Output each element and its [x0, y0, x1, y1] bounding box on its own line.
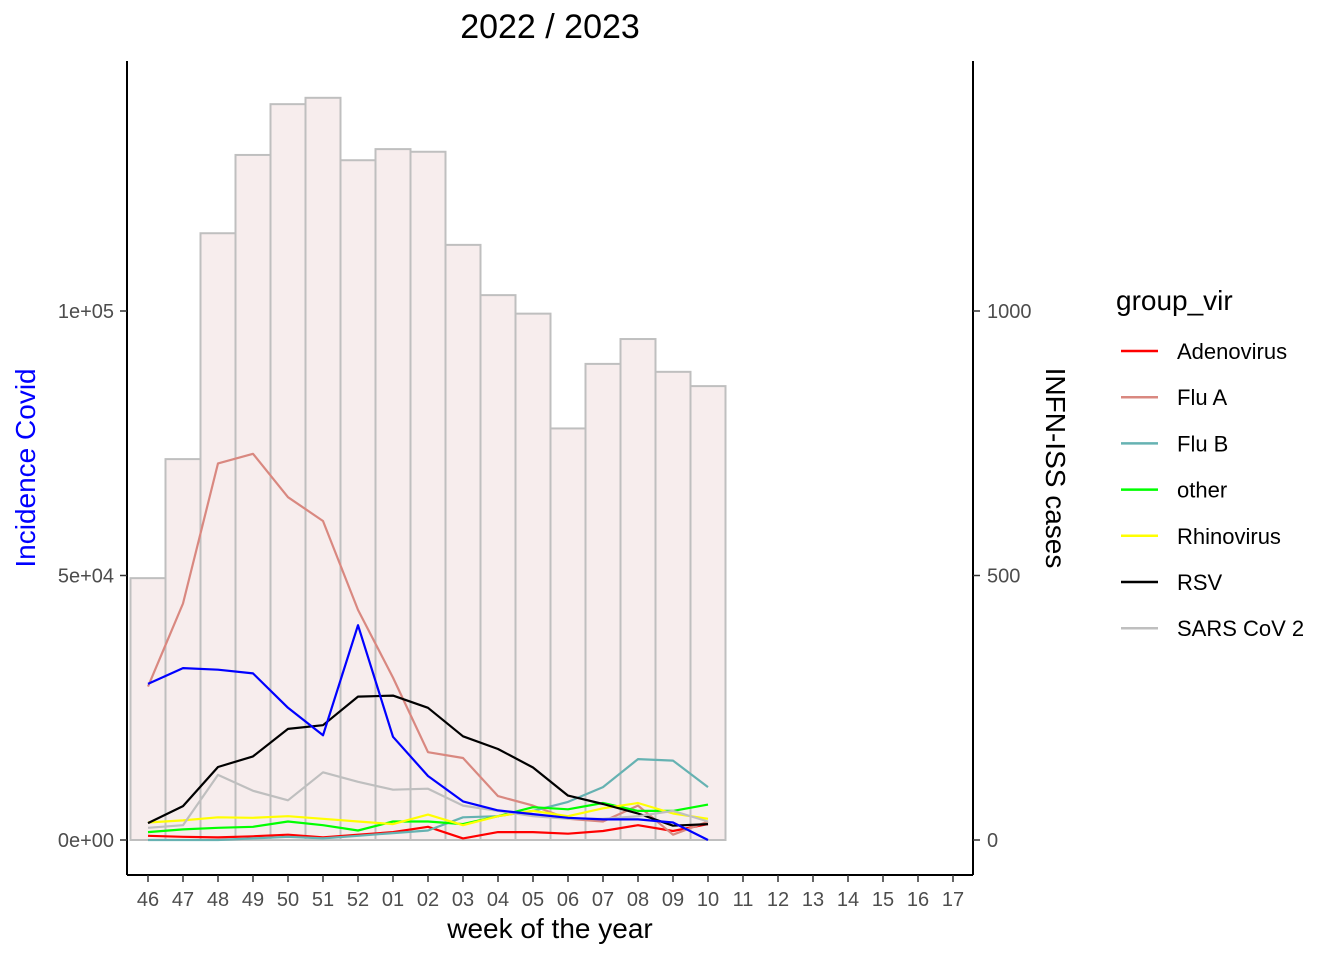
bar-week-02: [409, 150, 447, 841]
x-tick-label: 50: [277, 889, 299, 911]
series-line-flu-b: [148, 757, 709, 842]
legend-label-flu-a: Flu A: [1177, 385, 1227, 410]
right-y-tick-label: 500: [987, 566, 1020, 588]
left-y-tick-label: 1e+05: [58, 301, 114, 323]
x-tick-label: 07: [592, 889, 614, 911]
bar-week-48: [199, 232, 237, 841]
bar-week-49: [234, 153, 272, 841]
x-tick-label: 11: [733, 889, 754, 911]
x-tick-label: 04: [487, 889, 509, 911]
x-tick-label: 47: [172, 889, 194, 911]
bar-week-47: [164, 458, 202, 841]
legend-label-sars-cov-2: SARS CoV 2: [1177, 616, 1304, 641]
x-tick-label: 06: [557, 889, 579, 911]
x-tick-label: 17: [942, 889, 964, 911]
x-tick-label: 49: [242, 889, 264, 911]
x-tick-label: 51: [312, 889, 334, 911]
covid-incidence-line: [147, 624, 709, 841]
series-line-rsv: [147, 694, 709, 827]
x-tick-label: 52: [347, 889, 369, 911]
left-y-tick-label: 5e+04: [58, 566, 114, 588]
x-tick-label: 01: [382, 889, 404, 911]
legend-label-rhinovirus: Rhinovirus: [1177, 524, 1281, 549]
legend-label-rsv: RSV: [1177, 570, 1223, 595]
x-tick-label: 03: [452, 889, 474, 911]
axes-layer: [126, 61, 974, 876]
legend-label-flu-b: Flu B: [1177, 431, 1228, 456]
right-y-tick-label: 1000: [987, 301, 1032, 323]
chart-title: 2022 / 2023: [460, 8, 640, 46]
bar-week-08: [619, 338, 657, 841]
left-axis-title: Incidence Covid: [10, 368, 41, 567]
right-y-tick-label: 0: [987, 830, 998, 852]
x-tick-label: 05: [522, 889, 544, 911]
x-tick-label: 12: [767, 889, 789, 911]
series-line-adenovirus: [147, 823, 709, 840]
bar-week-05: [514, 312, 552, 841]
bar-week-51: [304, 96, 342, 842]
series-line-flu-a: [146, 452, 709, 836]
bar-week-04: [479, 294, 517, 841]
x-tick-label: 10: [697, 889, 719, 911]
bar-week-10: [689, 385, 727, 841]
bar-week-03: [444, 243, 482, 841]
bar-week-01: [374, 148, 412, 842]
x-tick-label: 14: [837, 889, 859, 911]
x-tick-label: 15: [872, 889, 894, 911]
legend-label-other: other: [1177, 478, 1227, 503]
x-axis-title: week of the year: [446, 913, 652, 944]
x-tick-label: 02: [417, 889, 439, 911]
left-y-tick-label: 0e+00: [58, 830, 114, 852]
x-tick-label: 48: [207, 889, 229, 911]
x-tick-label: 08: [627, 889, 649, 911]
bar-week-52: [339, 159, 377, 842]
x-tick-label: 13: [802, 889, 824, 911]
ticks-layer: 46 47 48 49 50 51 52 01 02 03 04 05 06 07 08 09 10 11 12 13…: [58, 301, 1032, 911]
series-line-sars-cov-2: [147, 771, 709, 829]
x-tick-label: 09: [662, 889, 684, 911]
x-tick-label: 16: [907, 889, 929, 911]
bar-week-06: [549, 427, 587, 841]
bar-week-07: [584, 362, 622, 841]
right-axis-title: INFN-ISS cases: [1040, 368, 1071, 569]
bar-week-46: [129, 577, 167, 842]
bar-week-50: [269, 103, 307, 841]
legend: group_vir Adenovirus Flu A Flu B other Rhino…: [1116, 285, 1304, 641]
lines-layer: [146, 452, 709, 842]
legend-label-adenovirus: Adenovirus: [1177, 339, 1287, 364]
bars-layer: [129, 96, 727, 842]
legend-title: group_vir: [1116, 285, 1233, 316]
x-tick-label: 46: [137, 889, 159, 911]
